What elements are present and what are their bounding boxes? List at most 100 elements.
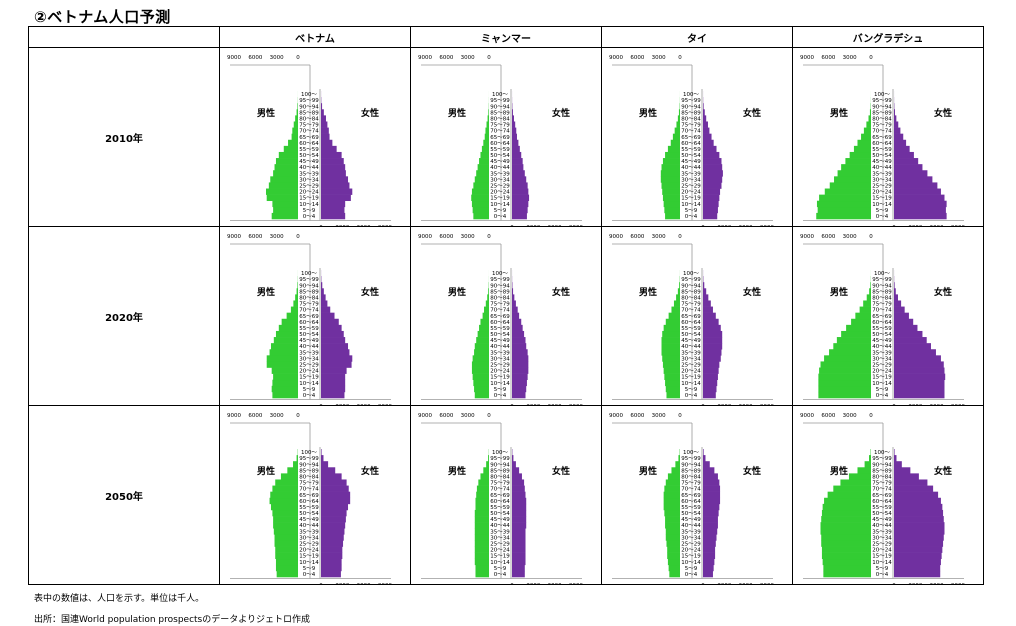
male-bar [866, 121, 871, 128]
age-group-label: 15～19 [299, 196, 319, 202]
female-bar [894, 570, 941, 578]
age-group-label: 15～19 [681, 375, 701, 381]
male-bar [471, 200, 489, 208]
bottom-axis-tick-label: 3000 [717, 225, 731, 226]
female-label: 女性 [934, 465, 952, 477]
male-bar [471, 361, 489, 368]
female-bar [703, 330, 723, 338]
age-group-label: 30～34 [681, 177, 701, 183]
age-group-label: 5～9 [494, 208, 507, 214]
male-bar [821, 552, 871, 560]
male-bar [276, 570, 298, 578]
age-group-label: 55～59 [681, 326, 701, 332]
female-bar [321, 570, 341, 578]
male-bar [668, 564, 680, 572]
age-group-label: 40～44 [490, 523, 510, 529]
age-group-label: 60～64 [681, 141, 701, 147]
female-bar [894, 145, 910, 153]
age-group-label: 30～34 [490, 535, 510, 541]
age-group-label: 60～64 [490, 320, 510, 326]
female-bar [703, 479, 720, 486]
female-bar [894, 164, 923, 171]
top-axis-tick-label: 6000 [248, 413, 262, 419]
male-bar [667, 558, 680, 566]
age-group-label: 20～24 [681, 548, 701, 554]
female-bar [321, 558, 342, 566]
age-group-label: 5～9 [685, 208, 698, 214]
age-group-label: 90～94 [681, 104, 701, 110]
bottom-axis-tick-label: 6000 [739, 404, 753, 405]
male-bar [840, 479, 871, 486]
male-bar [474, 552, 489, 560]
corner-cell [28, 26, 220, 48]
female-bar [894, 133, 904, 141]
age-group-label: 75～79 [681, 123, 701, 129]
female-bar [321, 461, 329, 468]
age-group-label: 30～34 [872, 177, 892, 183]
age-group-label: 65～69 [299, 493, 319, 499]
age-group-label: 25～29 [681, 363, 701, 369]
female-bar [894, 349, 936, 356]
female-bar [512, 312, 520, 320]
age-group-label: 100～ [301, 450, 317, 456]
male-bar [268, 182, 298, 189]
row-header: 2050年 [28, 405, 220, 585]
age-group-label: 45～49 [872, 159, 892, 165]
male-bar [475, 497, 489, 505]
male-bar [295, 115, 298, 122]
male-bar [474, 516, 489, 523]
male-bar [669, 570, 680, 578]
male-label: 男性 [639, 107, 657, 119]
age-group-label: 80～84 [490, 295, 510, 301]
female-bar [321, 170, 346, 177]
male-bar [485, 300, 489, 307]
top-axis-tick-label: 9000 [800, 55, 814, 61]
male-label: 男性 [639, 286, 657, 298]
male-bar [661, 343, 680, 350]
male-bar [864, 461, 871, 468]
male-bar [663, 503, 680, 511]
female-bar [703, 337, 723, 344]
age-group-label: 50～54 [299, 332, 319, 338]
pyramid-cell: 9000 6000 3000 0 0 3000 6000 9000 0～45～910～1415～… [792, 226, 984, 406]
pyramid-cell: 9000 6000 3000 0 0 3000 6000 9000 0～45～910～1415～… [410, 405, 602, 585]
female-label: 女性 [934, 107, 952, 119]
age-group-label: 100～ [301, 92, 317, 98]
female-bar [321, 391, 345, 399]
age-group-label: 80～84 [681, 295, 701, 301]
age-group-label: 55～59 [872, 326, 892, 332]
age-group-label: 25～29 [872, 542, 892, 548]
male-label: 男性 [639, 465, 657, 477]
male-bar [273, 170, 298, 177]
female-bar [321, 385, 346, 393]
female-bar [512, 546, 526, 553]
male-bar [474, 522, 489, 529]
female-bar [894, 485, 934, 492]
female-bar [512, 503, 527, 511]
female-bar [894, 318, 914, 326]
pyramid-cell: 9000 6000 3000 0 0 3000 6000 9000 0～45～910～1415～… [410, 226, 602, 406]
male-bar [270, 491, 298, 499]
male-bar [474, 558, 489, 566]
age-group-label: 85～89 [681, 468, 701, 474]
male-bar [849, 151, 871, 159]
top-axis-tick-label: 6000 [439, 234, 453, 240]
bottom-axis-tick-label: 3000 [908, 583, 922, 584]
age-group-label: 20～24 [681, 190, 701, 196]
female-bar [894, 151, 914, 159]
age-group-label: 35～39 [299, 350, 319, 356]
male-bar [482, 312, 489, 320]
male-bar [272, 509, 298, 517]
male-bar [478, 479, 489, 486]
male-bar [857, 467, 871, 474]
male-bar [474, 176, 489, 183]
male-bar [668, 312, 680, 320]
pyramid-cell: 9000 6000 3000 0 0 3000 6000 9000 0～45～910～1415～… [601, 405, 793, 585]
male-bar [273, 516, 298, 523]
age-group-label: 70～74 [490, 487, 510, 493]
female-label: 女性 [552, 286, 570, 298]
age-group-label: 90～94 [299, 462, 319, 468]
age-group-label: 30～34 [872, 535, 892, 541]
pyramid-cell: 9000 6000 3000 0 0 3000 6000 9000 0～45～910～1415～… [792, 405, 984, 585]
female-bar [512, 540, 526, 547]
